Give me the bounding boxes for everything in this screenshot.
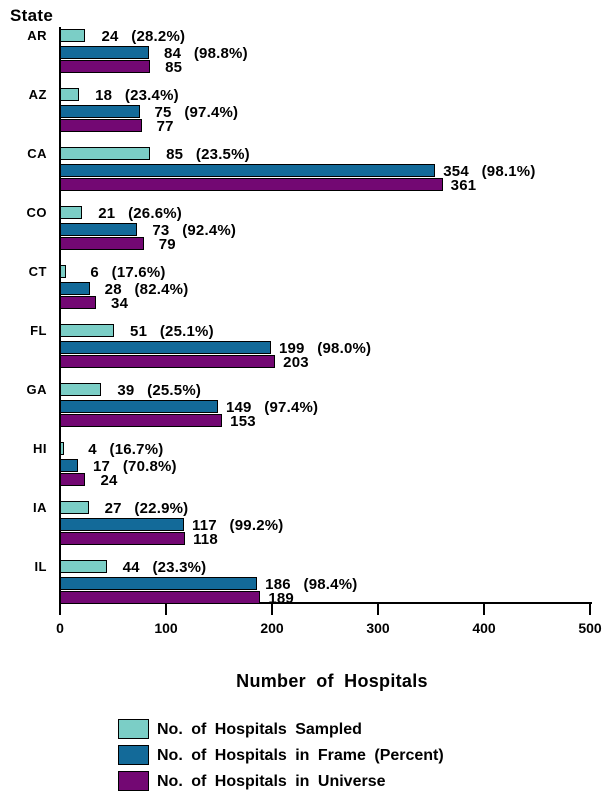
- bar-ca-universe: [60, 178, 443, 191]
- bar-co-sampled: [60, 206, 83, 219]
- bar-value-ct-universe: 34: [111, 295, 129, 312]
- bar-value-co-frame: 73 (92.4%): [152, 222, 237, 239]
- bar-fl-sampled: [60, 324, 115, 337]
- bar-value-ct-frame: 28 (82.4%): [104, 281, 189, 298]
- bar-il-sampled: [60, 560, 107, 573]
- bar-value-il-universe: 189: [268, 590, 294, 607]
- bar-hi-sampled: [60, 442, 65, 455]
- bar-ga-frame: [60, 400, 218, 413]
- state-label-ct: CT: [28, 264, 47, 279]
- bar-value-ia-frame: 117 (99.2%): [192, 517, 284, 534]
- bar-value-ca-sampled: 85 (23.5%): [166, 146, 250, 163]
- legend-label-frame: No. of Hospitals in Frame (Percent): [157, 747, 444, 764]
- bar-co-frame: [60, 223, 138, 236]
- x-tick-mark: [483, 603, 485, 615]
- bar-value-ca-frame: 354 (98.1%): [443, 163, 536, 180]
- x-tick-label: 100: [154, 620, 178, 636]
- bar-value-ar-sampled: 24 (28.2%): [101, 28, 186, 45]
- bar-ct-frame: [60, 282, 90, 295]
- bar-ia-universe: [60, 532, 186, 545]
- x-tick-mark: [59, 603, 61, 615]
- bar-value-co-universe: 79: [158, 236, 176, 253]
- bar-ga-sampled: [60, 383, 102, 396]
- bar-value-co-sampled: 21 (26.6%): [98, 205, 182, 222]
- state-label-ca: CA: [27, 146, 47, 161]
- bar-value-ct-sampled: 6 (17.6%): [90, 264, 166, 281]
- state-label-co: CO: [26, 205, 47, 220]
- x-tick-mark: [377, 603, 379, 615]
- x-tick-label: 0: [56, 620, 64, 636]
- bar-value-az-frame: 75 (97.4%): [154, 104, 239, 121]
- bar-ia-frame: [60, 518, 185, 531]
- bar-az-universe: [60, 119, 142, 132]
- state-label-hi: HI: [33, 441, 47, 456]
- bar-hi-universe: [60, 473, 86, 486]
- x-tick-label: 400: [472, 620, 496, 636]
- state-label-ia: IA: [33, 500, 47, 515]
- state-label-ga: GA: [26, 382, 47, 397]
- bar-ga-universe: [60, 414, 223, 427]
- state-label-az: AZ: [28, 87, 47, 102]
- bar-value-ca-universe: 361: [450, 177, 477, 194]
- x-tick-mark: [589, 603, 591, 615]
- bar-value-il-frame: 186 (98.4%): [265, 576, 358, 593]
- bar-ct-universe: [60, 296, 97, 309]
- bar-az-frame: [60, 105, 140, 118]
- bar-ar-universe: [60, 60, 151, 73]
- bar-il-universe: [60, 591, 261, 604]
- legend-label-sampled: No. of Hospitals Sampled: [157, 721, 362, 738]
- bar-ar-sampled: [60, 29, 86, 42]
- bar-il-frame: [60, 577, 258, 590]
- x-tick-label: 300: [366, 620, 390, 636]
- bar-value-ga-sampled: 39 (25.5%): [117, 382, 202, 399]
- bar-value-il-sampled: 44 (23.3%): [122, 559, 207, 576]
- state-label-il: IL: [34, 559, 47, 574]
- y-axis-title: State: [10, 6, 54, 25]
- bar-ar-frame: [60, 46, 150, 59]
- bar-value-fl-sampled: 51 (25.1%): [130, 323, 214, 340]
- bar-value-ia-sampled: 27 (22.9%): [104, 500, 189, 517]
- bar-hi-frame: [60, 459, 79, 472]
- state-label-fl: FL: [30, 323, 47, 338]
- legend-label-universe: No. of Hospitals in Universe: [157, 773, 386, 790]
- bar-fl-frame: [60, 341, 271, 354]
- x-tick-mark: [165, 603, 167, 615]
- bar-value-ga-frame: 149 (97.4%): [225, 399, 319, 416]
- bar-co-universe: [60, 237, 144, 250]
- legend-swatch-frame: [118, 745, 149, 765]
- state-label-ar: AR: [27, 28, 47, 43]
- bar-fl-universe: [60, 355, 276, 368]
- bar-value-ar-frame: 84 (98.8%): [164, 45, 248, 62]
- bar-value-fl-frame: 199 (98.0%): [278, 340, 372, 357]
- bar-ca-frame: [60, 164, 436, 177]
- bar-ca-sampled: [60, 147, 151, 160]
- bar-value-az-universe: 77: [156, 118, 174, 135]
- x-axis-title: Number of Hospitals: [236, 671, 428, 691]
- legend-swatch-universe: [118, 771, 149, 791]
- bar-value-hi-sampled: 4 (16.7%): [88, 441, 164, 458]
- x-tick-label: 500: [578, 620, 602, 636]
- bar-value-ga-universe: 153: [230, 413, 256, 430]
- bar-az-sampled: [60, 88, 80, 101]
- bar-value-az-sampled: 18 (23.4%): [95, 87, 179, 104]
- x-axis-line: [59, 602, 592, 604]
- bar-value-fl-universe: 203: [283, 354, 309, 371]
- bar-value-ia-universe: 118: [193, 531, 218, 548]
- bar-ct-sampled: [60, 265, 67, 278]
- x-tick-mark: [271, 603, 273, 615]
- bar-ia-sampled: [60, 501, 89, 514]
- bar-value-ar-universe: 85: [165, 59, 183, 76]
- bar-value-hi-frame: 17 (70.8%): [93, 458, 177, 475]
- y-axis-line: [59, 27, 61, 604]
- bar-value-hi-universe: 24: [100, 472, 118, 489]
- x-tick-label: 200: [260, 620, 284, 636]
- legend-swatch-sampled: [118, 719, 149, 739]
